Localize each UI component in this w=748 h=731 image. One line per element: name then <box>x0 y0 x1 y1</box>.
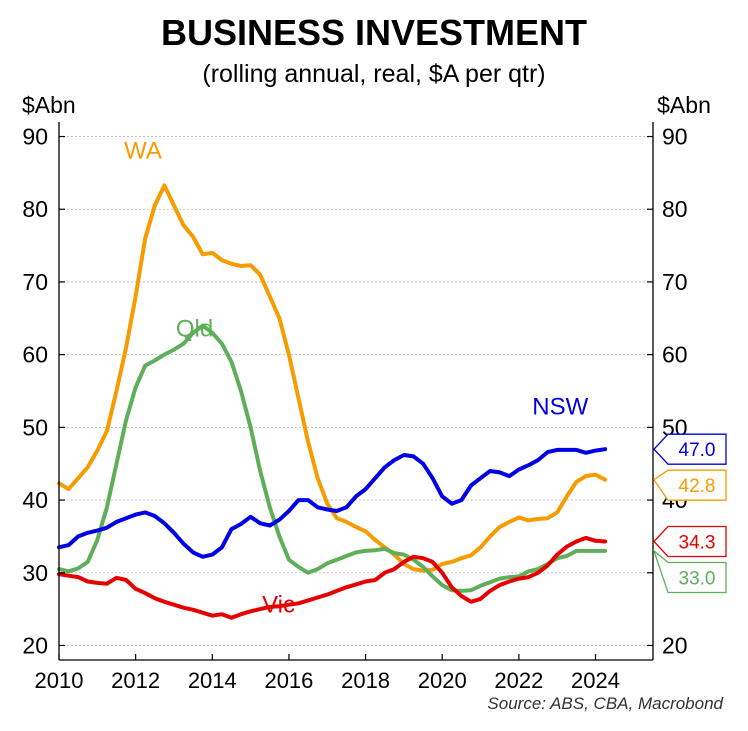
end-value-box-wa <box>653 469 727 501</box>
right-y-tick-90: 90 <box>662 124 688 150</box>
end-value-wa: 42.8 <box>679 476 716 497</box>
x-tick-2012: 2012 <box>111 668 160 693</box>
right-y-tick-20: 20 <box>662 632 688 658</box>
right-y-tick-70: 70 <box>662 269 688 295</box>
x-tick-2010: 2010 <box>35 668 84 693</box>
left-y-tick-30: 30 <box>22 560 48 586</box>
gridlines <box>59 136 653 646</box>
end-value-nsw: 47.0 <box>679 440 716 461</box>
series-line-qld <box>57 323 608 593</box>
chart-title: BUSINESS INVESTMENT <box>161 12 587 53</box>
x-tick-labels: 2010 2012 2014 2016 2018 2020 2022 2024 <box>35 668 620 693</box>
left-y-tick-20: 20 <box>22 632 48 658</box>
right-axis-unit: $Abn <box>657 92 711 118</box>
left-axis-unit: $Abn <box>22 92 76 118</box>
series-labels: WA Qld NSW Vic <box>124 137 588 618</box>
right-y-tick-80: 80 <box>662 196 688 222</box>
end-value-box-vic <box>653 525 727 558</box>
end-value-box-qld <box>652 548 727 594</box>
x-tick-2020: 2020 <box>418 668 467 693</box>
source-note: Source: ABS, CBA, Macrobond <box>487 694 723 713</box>
series-label-vic: Vic <box>262 592 295 619</box>
left-y-tick-90: 90 <box>22 124 48 150</box>
series-line-nsw <box>57 447 608 559</box>
x-tick-2014: 2014 <box>188 668 237 693</box>
axes <box>58 122 654 661</box>
series-line-vic <box>57 535 608 620</box>
end-value-labels: 47.0 42.8 34.3 33.0 <box>652 433 727 594</box>
end-value-callout-vic: 34.3 <box>653 525 727 558</box>
left-y-tick-70: 70 <box>22 269 48 295</box>
end-value-callout-nsw: 47.0 <box>653 433 727 465</box>
left-y-tick-40: 40 <box>22 487 48 513</box>
end-value-qld: 33.0 <box>679 568 716 589</box>
end-value-callout-wa: 42.8 <box>653 469 727 501</box>
series-label-nsw: NSW <box>532 393 588 420</box>
x-tick-2016: 2016 <box>264 668 313 693</box>
series-label-wa: WA <box>124 137 162 164</box>
x-tick-2018: 2018 <box>341 668 390 693</box>
end-value-callout-qld: 33.0 <box>652 548 727 594</box>
series-label-qld: Qld <box>176 315 213 342</box>
left-y-tick-80: 80 <box>22 196 48 222</box>
left-y-tick-60: 60 <box>22 342 48 368</box>
chart-subtitle: (rolling annual, real, $A per qtr) <box>202 60 545 88</box>
right-y-tick-60: 60 <box>662 342 688 368</box>
end-value-box-nsw <box>653 433 727 465</box>
left-y-tick-labels: 20 30 40 50 60 70 80 90 <box>22 124 48 659</box>
x-tick-2024: 2024 <box>571 668 620 693</box>
x-tick-2022: 2022 <box>494 668 543 693</box>
series-lines <box>57 183 608 620</box>
end-value-vic: 34.3 <box>679 532 716 553</box>
left-y-tick-50: 50 <box>22 414 48 440</box>
